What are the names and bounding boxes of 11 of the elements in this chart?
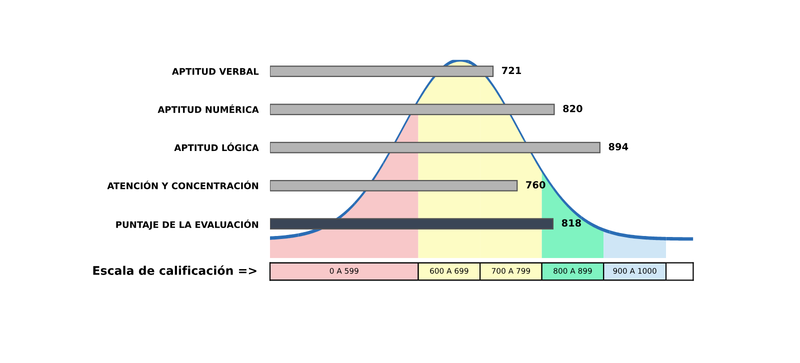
data-label: 820: [563, 104, 582, 112]
y-tick-label: APTITUD NUMÉRICA: [158, 104, 259, 114]
y-tick-label: APTITUD VERBAL: [172, 68, 259, 75]
y-tick-label: ATENCIÓN Y CONCENTRACIÓN: [107, 180, 258, 190]
y-tick-label: PUNTAJE DE LA EVALUACIÓN: [116, 220, 258, 230]
text: Escala de calificación =>: [93, 265, 256, 275]
data-label: 721: [502, 66, 521, 74]
data-label: 818: [562, 219, 581, 227]
y-tick-label: APTITUD LÓGICA: [174, 142, 259, 152]
data-label: 760: [526, 181, 546, 188]
data-label: 894: [608, 143, 628, 150]
